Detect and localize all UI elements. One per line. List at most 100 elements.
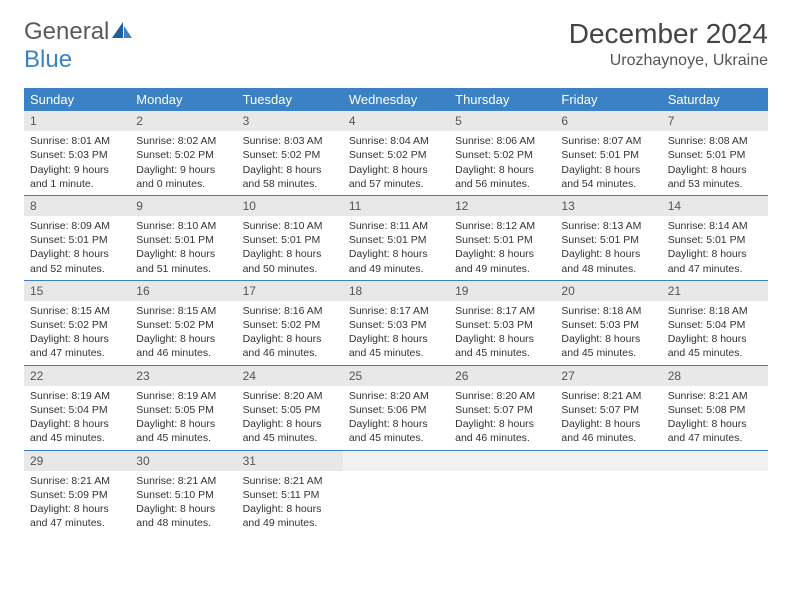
day-body: Sunrise: 8:20 AMSunset: 5:05 PMDaylight:…	[237, 386, 343, 450]
sunset-line: Sunset: 5:02 PM	[136, 318, 230, 332]
daylight-line: Daylight: 8 hours and 47 minutes.	[30, 332, 124, 360]
daylight-line: Daylight: 8 hours and 53 minutes.	[668, 163, 762, 191]
day-body: Sunrise: 8:16 AMSunset: 5:02 PMDaylight:…	[237, 301, 343, 365]
daylight-line: Daylight: 8 hours and 47 minutes.	[668, 247, 762, 275]
calendar-table: SundayMondayTuesdayWednesdayThursdayFrid…	[24, 88, 768, 534]
calendar-day-cell: 4Sunrise: 8:04 AMSunset: 5:02 PMDaylight…	[343, 111, 449, 195]
sunrise-line: Sunrise: 8:02 AM	[136, 134, 230, 148]
daylight-line: Daylight: 8 hours and 49 minutes.	[455, 247, 549, 275]
daylight-line: Daylight: 8 hours and 45 minutes.	[243, 417, 337, 445]
sunset-line: Sunset: 5:02 PM	[30, 318, 124, 332]
sunset-line: Sunset: 5:03 PM	[30, 148, 124, 162]
sunrise-line: Sunrise: 8:08 AM	[668, 134, 762, 148]
day-number: 3	[237, 111, 343, 131]
calendar-day-cell	[555, 450, 661, 534]
day-body: Sunrise: 8:15 AMSunset: 5:02 PMDaylight:…	[130, 301, 236, 365]
day-number: 17	[237, 281, 343, 301]
sunset-line: Sunset: 5:04 PM	[668, 318, 762, 332]
sunrise-line: Sunrise: 8:18 AM	[561, 304, 655, 318]
sunset-line: Sunset: 5:01 PM	[136, 233, 230, 247]
sunrise-line: Sunrise: 8:13 AM	[561, 219, 655, 233]
daylight-line: Daylight: 8 hours and 45 minutes.	[30, 417, 124, 445]
day-body: Sunrise: 8:21 AMSunset: 5:08 PMDaylight:…	[662, 386, 768, 450]
day-number: 28	[662, 366, 768, 386]
sunset-line: Sunset: 5:05 PM	[243, 403, 337, 417]
sunrise-line: Sunrise: 8:09 AM	[30, 219, 124, 233]
sunrise-line: Sunrise: 8:15 AM	[136, 304, 230, 318]
day-header: Saturday	[662, 88, 768, 111]
day-body: Sunrise: 8:01 AMSunset: 5:03 PMDaylight:…	[24, 131, 130, 195]
daylight-line: Daylight: 8 hours and 46 minutes.	[455, 417, 549, 445]
calendar-day-cell	[449, 450, 555, 534]
calendar-week-row: 8 Sunrise: 8:09 AM Sunset: 5:01 PM Daylight…	[24, 195, 768, 280]
day-number: 24	[237, 366, 343, 386]
sunset-line: Sunset: 5:02 PM	[136, 148, 230, 162]
day-body: Sunrise: 8:20 AMSunset: 5:06 PMDaylight:…	[343, 386, 449, 450]
day-number: 25	[343, 366, 449, 386]
month-title: December 2024	[569, 18, 768, 50]
sunrise-line: Sunrise: 8:10 AM	[243, 219, 337, 233]
day-number-empty	[555, 451, 661, 471]
daylight-line: Daylight: 8 hours and 48 minutes.	[561, 247, 655, 275]
header: General Blue December 2024 Urozhaynoye, …	[24, 18, 768, 74]
day-body: Sunrise: 8:15 AMSunset: 5:02 PMDaylight:…	[24, 301, 130, 365]
daylight-line: Daylight: 8 hours and 45 minutes.	[455, 332, 549, 360]
day-body: Sunrise: 8:21 AMSunset: 5:11 PMDaylight:…	[237, 471, 343, 535]
calendar-day-cell: 1Sunrise: 8:01 AMSunset: 5:03 PMDaylight…	[24, 111, 130, 195]
daylight-line: Daylight: 8 hours and 45 minutes.	[668, 332, 762, 360]
calendar-day-cell: 11Sunrise: 8:11 AMSunset: 5:01 PMDayligh…	[343, 195, 449, 280]
day-number: 13	[555, 196, 661, 216]
calendar-week-row: 1Sunrise: 8:01 AMSunset: 5:03 PMDaylight…	[24, 111, 768, 195]
sunrise-line: Sunrise: 8:17 AM	[455, 304, 549, 318]
day-number: 14	[662, 196, 768, 216]
day-body: Sunrise: 8:08 AMSunset: 5:01 PMDaylight:…	[662, 131, 768, 195]
calendar-day-cell: 29Sunrise: 8:21 AMSunset: 5:09 PMDayligh…	[24, 450, 130, 534]
sunrise-line: Sunrise: 8:21 AM	[561, 389, 655, 403]
calendar-day-cell: 15Sunrise: 8:15 AMSunset: 5:02 PMDayligh…	[24, 280, 130, 365]
day-header: Sunday	[24, 88, 130, 111]
title-block: December 2024 Urozhaynoye, Ukraine	[569, 18, 768, 70]
calendar-day-cell: 31Sunrise: 8:21 AMSunset: 5:11 PMDayligh…	[237, 450, 343, 534]
day-body: Sunrise: 8:03 AMSunset: 5:02 PMDaylight:…	[237, 131, 343, 195]
day-body: Sunrise: 8:21 AMSunset: 5:10 PMDaylight:…	[130, 471, 236, 535]
day-number: 7	[662, 111, 768, 131]
daylight-line: Daylight: 9 hours and 1 minute.	[30, 163, 124, 191]
day-number-empty	[343, 451, 449, 471]
day-header: Wednesday	[343, 88, 449, 111]
calendar-day-cell: 10Sunrise: 8:10 AMSunset: 5:01 PMDayligh…	[237, 195, 343, 280]
day-number: 6	[555, 111, 661, 131]
sunset-line: Sunset: 5:01 PM	[349, 233, 443, 247]
daylight-line: Daylight: 8 hours and 52 minutes.	[30, 247, 124, 275]
calendar-day-cell	[343, 450, 449, 534]
sunrise-line: Sunrise: 8:21 AM	[136, 474, 230, 488]
day-body: Sunrise: 8:14 AMSunset: 5:01 PMDaylight:…	[662, 216, 768, 280]
calendar-day-cell: 21Sunrise: 8:18 AMSunset: 5:04 PMDayligh…	[662, 280, 768, 365]
sunset-line: Sunset: 5:05 PM	[136, 403, 230, 417]
calendar-day-cell: 26Sunrise: 8:20 AMSunset: 5:07 PMDayligh…	[449, 365, 555, 450]
sunset-line: Sunset: 5:01 PM	[243, 233, 337, 247]
day-number: 1	[24, 111, 130, 131]
calendar-day-cell: 19Sunrise: 8:17 AMSunset: 5:03 PMDayligh…	[449, 280, 555, 365]
daylight-line: Daylight: 8 hours and 45 minutes.	[349, 332, 443, 360]
day-body: Sunrise: 8:17 AMSunset: 5:03 PMDaylight:…	[449, 301, 555, 365]
sunrise-line: Sunrise: 8:21 AM	[243, 474, 337, 488]
day-header: Friday	[555, 88, 661, 111]
sunrise-line: Sunrise: 8:03 AM	[243, 134, 337, 148]
day-body: Sunrise: 8:18 AMSunset: 5:03 PMDaylight:…	[555, 301, 661, 365]
calendar-day-cell: 14Sunrise: 8:14 AMSunset: 5:01 PMDayligh…	[662, 195, 768, 280]
logo: General Blue	[24, 18, 133, 74]
daylight-line: Daylight: 8 hours and 54 minutes.	[561, 163, 655, 191]
calendar-day-cell: 28Sunrise: 8:21 AMSunset: 5:08 PMDayligh…	[662, 365, 768, 450]
daylight-line: Daylight: 8 hours and 45 minutes.	[561, 332, 655, 360]
calendar-day-cell: 23Sunrise: 8:19 AMSunset: 5:05 PMDayligh…	[130, 365, 236, 450]
day-number: 27	[555, 366, 661, 386]
logo-sail-icon	[111, 21, 133, 39]
sunrise-line: Sunrise: 8:19 AM	[30, 389, 124, 403]
daylight-line: Daylight: 8 hours and 45 minutes.	[349, 417, 443, 445]
day-body: Sunrise: 8:20 AMSunset: 5:07 PMDaylight:…	[449, 386, 555, 450]
sunset-line: Sunset: 5:03 PM	[561, 318, 655, 332]
day-number: 12	[449, 196, 555, 216]
day-number: 8	[24, 196, 130, 216]
calendar-week-row: 15Sunrise: 8:15 AMSunset: 5:02 PMDayligh…	[24, 280, 768, 365]
day-header: Thursday	[449, 88, 555, 111]
